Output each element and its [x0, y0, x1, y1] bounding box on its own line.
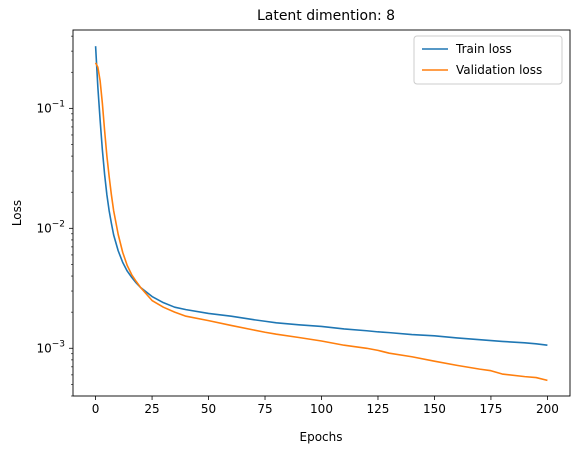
y-tick-label: 10−1	[36, 99, 65, 115]
y-tick-exponent: −3	[52, 339, 65, 349]
legend: Train loss Validation loss	[413, 35, 563, 85]
y-tick-base: 10	[36, 341, 51, 355]
y-tick-label: 10−2	[36, 219, 65, 235]
series-layer	[94, 46, 548, 382]
x-tick-label: 175	[479, 402, 502, 416]
y-tick-exponent: −2	[52, 219, 65, 229]
legend-label: Train loss	[455, 42, 512, 56]
x-axis-label: Epochs	[300, 430, 343, 444]
legend-box	[413, 35, 563, 85]
x-tick-label: 50	[201, 402, 216, 416]
y-axis: 10−310−210−1	[36, 35, 73, 397]
y-tick-exponent: −1	[52, 99, 65, 109]
x-tick-label: 125	[367, 402, 390, 416]
x-axis: 0 25 50 75 100 125 150 175 200	[92, 396, 559, 416]
plot-area	[73, 30, 570, 396]
x-tick-label: 25	[144, 402, 159, 416]
y-tick-base: 10	[36, 101, 51, 115]
series-line-2	[94, 62, 548, 382]
y-axis-label: Loss	[10, 200, 24, 226]
x-tick-label: 75	[257, 402, 272, 416]
chart-title: Latent dimention: 8	[257, 8, 395, 24]
x-tick-label: 200	[536, 402, 559, 416]
x-tick-label: 100	[310, 402, 333, 416]
series-line-1	[94, 46, 548, 347]
legend-label: Validation loss	[456, 63, 542, 77]
y-tick-base: 10	[36, 221, 51, 235]
x-tick-label: 0	[92, 402, 100, 416]
x-tick-label: 150	[423, 402, 446, 416]
y-tick-label: 10−3	[36, 339, 65, 355]
